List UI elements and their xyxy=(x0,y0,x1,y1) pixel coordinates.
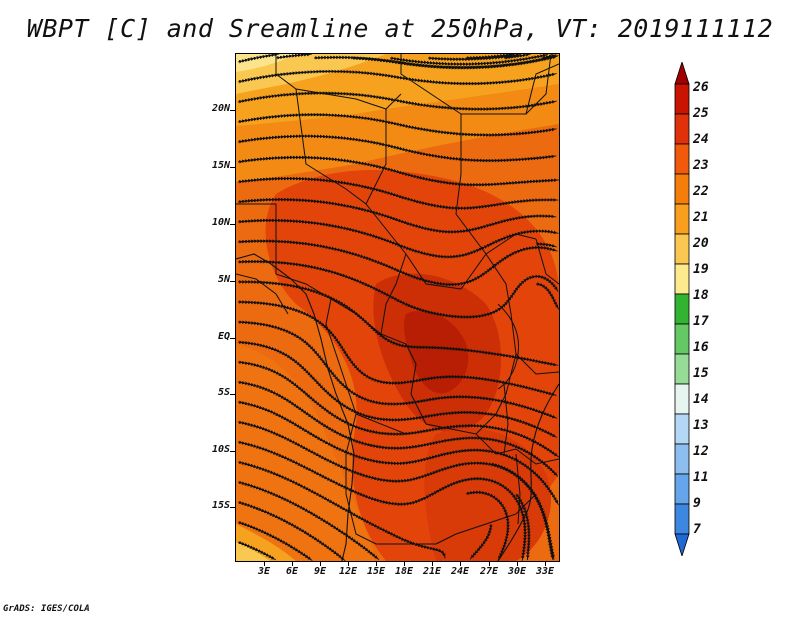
colorbar-label-25: 25 xyxy=(693,106,709,121)
colorbar-segment xyxy=(674,473,690,505)
lat-tick xyxy=(230,507,235,508)
lat-label-15s: 15S xyxy=(211,500,230,511)
colorbar-segment xyxy=(674,353,690,385)
colorbar-label-21: 21 xyxy=(693,210,709,225)
lon-tick xyxy=(292,562,293,566)
streamline xyxy=(237,520,313,561)
streamline xyxy=(541,54,557,60)
map-panel xyxy=(235,53,560,562)
colorbar-segment xyxy=(674,143,690,175)
lon-label-3e: 3E xyxy=(257,566,271,577)
colorbar-segment xyxy=(674,293,690,325)
streamline xyxy=(535,282,559,310)
lon-tick xyxy=(348,562,349,566)
chart-title: WBPT [C] and Sreamline at 250hPa, VT: 20… xyxy=(26,14,774,43)
colorbar-label-9: 9 xyxy=(693,496,701,511)
colorbar-label-18: 18 xyxy=(693,288,709,303)
colorbar-label-20: 20 xyxy=(693,236,709,251)
lat-tick xyxy=(230,167,235,168)
colorbar-label-26: 26 xyxy=(693,80,709,95)
lat-label-10n: 10N xyxy=(211,217,230,228)
lat-tick xyxy=(230,110,235,111)
lon-label-12e: 12E xyxy=(338,566,358,577)
colorbar-label-14: 14 xyxy=(693,392,709,407)
colorbar-segment xyxy=(674,383,690,415)
colorbar-label-13: 13 xyxy=(693,418,709,433)
colorbar-label-22: 22 xyxy=(693,184,709,199)
colorbar-segment xyxy=(674,113,690,145)
lon-label-33e: 33E xyxy=(535,566,555,577)
lat-tick xyxy=(230,224,235,225)
streamline xyxy=(465,490,510,561)
lon-tick xyxy=(460,562,461,566)
colorbar-segment xyxy=(674,323,690,355)
lon-label-27e: 27E xyxy=(479,566,499,577)
streamline xyxy=(237,54,280,64)
colorbar-segment xyxy=(674,173,690,205)
lon-tick xyxy=(545,562,546,566)
lon-tick xyxy=(404,562,405,566)
lon-tick xyxy=(432,562,433,566)
colorbar-label-23: 23 xyxy=(693,158,709,173)
lon-tick xyxy=(489,562,490,566)
lat-label-5s: 5S xyxy=(217,387,230,398)
lat-label-5n: 5N xyxy=(217,274,230,285)
lat-tick xyxy=(230,394,235,395)
streamline xyxy=(503,54,531,60)
colorbar-label-16: 16 xyxy=(693,340,709,355)
lat-tick xyxy=(230,451,235,452)
grads-credit: GrADS: IGES/COLA xyxy=(3,604,90,614)
colorbar-segment xyxy=(674,503,690,535)
lon-tick xyxy=(376,562,377,566)
lon-label-30e: 30E xyxy=(507,566,527,577)
colorbar xyxy=(674,62,690,556)
lat-tick xyxy=(230,338,235,339)
colorbar-label-17: 17 xyxy=(693,314,709,329)
streamline xyxy=(490,462,555,560)
colorbar-label-15: 15 xyxy=(693,366,709,381)
lon-tick xyxy=(320,562,321,566)
lon-label-24e: 24E xyxy=(450,566,470,577)
lon-label-6e: 6E xyxy=(285,566,299,577)
colorbar-segment xyxy=(674,413,690,445)
colorbar-segment xyxy=(674,233,690,265)
colorbar-segment xyxy=(674,62,690,85)
lon-tick xyxy=(264,562,265,566)
streamline xyxy=(275,54,312,60)
colorbar-label-19: 19 xyxy=(693,262,709,277)
colorbar-segment xyxy=(674,263,690,295)
streamline xyxy=(237,69,557,86)
streamlines xyxy=(237,54,559,561)
colorbar-label-12: 12 xyxy=(693,444,709,459)
streamline xyxy=(237,91,557,111)
lon-label-18e: 18E xyxy=(394,566,414,577)
lat-label-eq: EQ xyxy=(217,331,230,342)
lat-label-20n: 20N xyxy=(211,103,230,114)
lat-tick xyxy=(230,281,235,282)
lat-label-15n: 15N xyxy=(211,160,230,171)
lon-label-15e: 15E xyxy=(366,566,386,577)
streamline xyxy=(237,540,277,561)
colorbar-segment xyxy=(674,83,690,115)
lon-label-21e: 21E xyxy=(422,566,442,577)
colorbar-label-11: 11 xyxy=(693,470,709,485)
colorbar-label-24: 24 xyxy=(693,132,709,147)
colorbar-segment xyxy=(674,533,690,556)
lat-label-10s: 10S xyxy=(211,444,230,455)
colorbar-segment xyxy=(674,443,690,475)
colorbar-segment xyxy=(674,203,690,235)
lon-tick xyxy=(517,562,518,566)
streamline xyxy=(536,242,557,248)
lon-label-9e: 9E xyxy=(313,566,327,577)
streamline xyxy=(515,493,531,561)
colorbar-label-7: 7 xyxy=(693,522,701,537)
